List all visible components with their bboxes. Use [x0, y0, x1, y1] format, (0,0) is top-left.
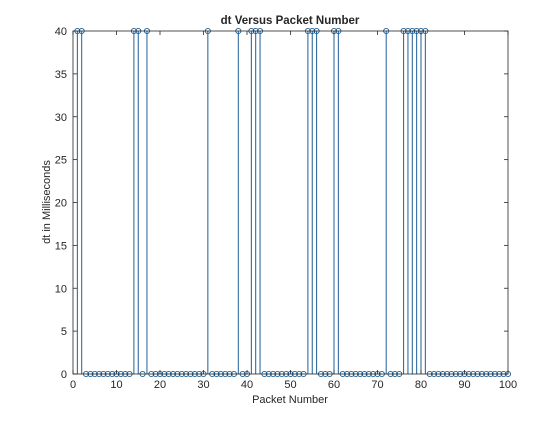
y-tick-label: 25: [55, 155, 67, 167]
plot-frame: [72, 30, 509, 375]
y-tick-label: 35: [55, 69, 67, 81]
x-tick-label: 40: [241, 379, 253, 391]
x-tick-label: 60: [328, 379, 340, 391]
chart-title: dt Versus Packet Number: [221, 15, 360, 27]
x-tick-label: 90: [458, 379, 470, 391]
x-tick-label: 80: [415, 379, 427, 391]
stems-layer: [74, 27, 512, 378]
y-tick-label: 10: [55, 283, 67, 295]
ticks-layer: 0 10 20 30 40 50 60 70 80 90 100 0 5 10 15 20 25 30 35 40: [55, 26, 517, 391]
y-tick-label: 5: [61, 326, 67, 338]
x-tick-label: 30: [197, 379, 209, 391]
y-tick-label: 0: [61, 369, 67, 381]
x-tick-label: 50: [284, 379, 296, 391]
x-tick-label: 20: [154, 379, 166, 391]
x-tick-label: 0: [70, 379, 76, 391]
y-tick-label: 30: [55, 112, 67, 124]
x-tick-label: 70: [371, 379, 383, 391]
x-tick-label: 10: [110, 379, 122, 391]
x-tick-label: 100: [499, 379, 517, 391]
y-tick-label: 40: [55, 26, 67, 38]
x-axis-label: Packet Number: [252, 394, 328, 406]
y-tick-label: 15: [55, 240, 67, 252]
y-tick-label: 20: [55, 198, 67, 210]
y-axis-label: dt in Milliseconds: [41, 160, 53, 244]
plot-background: [73, 31, 508, 374]
